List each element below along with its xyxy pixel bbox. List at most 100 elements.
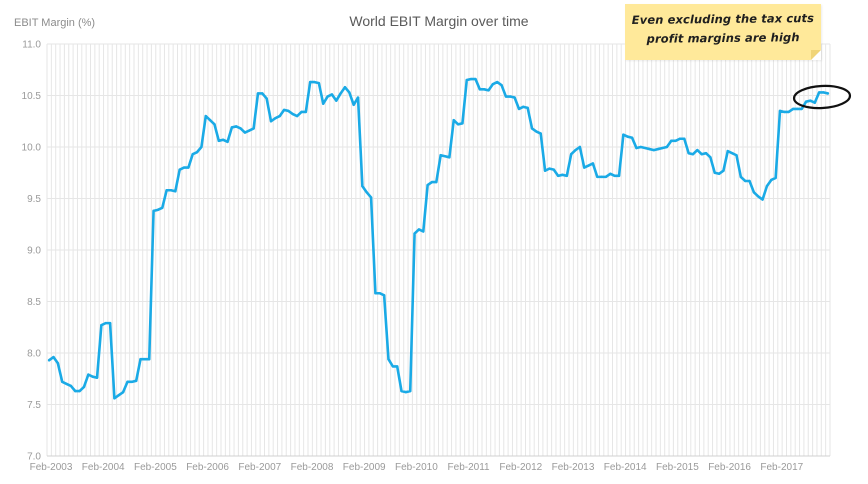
data-point — [609, 172, 612, 175]
data-point — [730, 151, 734, 155]
data-point — [256, 92, 260, 95]
data-point — [509, 95, 512, 98]
data-point — [500, 84, 503, 87]
data-point — [543, 169, 547, 172]
data-point — [300, 110, 303, 114]
data-point — [426, 183, 429, 187]
y-tick-label: 10.5 — [22, 91, 42, 102]
data-point — [148, 357, 151, 361]
data-point — [743, 179, 747, 183]
data-point — [469, 77, 473, 81]
data-point — [687, 151, 690, 155]
data-point — [252, 127, 255, 130]
data-point — [791, 107, 795, 111]
data-point — [100, 323, 103, 327]
data-point — [313, 80, 316, 84]
x-tick-label: Feb-2003 — [30, 462, 73, 473]
data-point — [339, 92, 342, 95]
data-point — [161, 206, 164, 209]
data-point — [156, 208, 160, 212]
data-point — [761, 198, 764, 201]
data-point — [800, 107, 803, 111]
data-point — [200, 145, 203, 149]
data-point — [113, 397, 116, 400]
x-tick-label: Feb-2009 — [343, 462, 386, 473]
data-point — [826, 92, 830, 95]
data-point — [574, 148, 577, 152]
x-tick-label: Feb-2006 — [186, 462, 229, 473]
y-axis-title: EBIT Margin (%) — [14, 17, 95, 29]
x-tick-label: Feb-2012 — [499, 462, 542, 473]
data-point — [191, 153, 194, 156]
data-point — [274, 116, 277, 120]
data-point — [430, 180, 434, 184]
data-point — [530, 127, 534, 130]
data-point — [335, 99, 338, 102]
data-point — [487, 89, 490, 92]
data-point — [139, 357, 142, 361]
data-point — [130, 380, 134, 384]
data-point — [774, 176, 777, 180]
data-point — [683, 137, 686, 140]
data-point — [56, 362, 60, 365]
x-tick-label: Feb-2011 — [448, 462, 491, 473]
data-point — [783, 110, 786, 114]
data-point — [69, 384, 73, 388]
data-point — [809, 99, 812, 102]
data-point — [496, 80, 499, 84]
data-point — [556, 174, 560, 178]
x-tick-label: Feb-2004 — [82, 462, 125, 473]
data-point — [404, 390, 408, 394]
x-tick-label: Feb-2015 — [656, 462, 699, 473]
data-point — [735, 154, 738, 157]
data-point — [452, 119, 455, 122]
data-point — [713, 171, 716, 174]
data-point — [674, 139, 677, 143]
data-point — [204, 114, 207, 118]
data-point — [391, 365, 395, 368]
data-point — [465, 78, 468, 82]
data-point — [504, 95, 508, 98]
data-point — [578, 145, 582, 149]
x-tick-label: Feb-2016 — [708, 462, 751, 473]
data-point — [435, 180, 438, 184]
series-layer — [47, 77, 830, 400]
data-point — [474, 77, 477, 81]
data-point — [221, 138, 225, 141]
data-point — [678, 137, 682, 140]
data-point — [239, 127, 242, 130]
data-point — [587, 164, 590, 167]
data-point — [265, 97, 268, 100]
data-point — [74, 389, 77, 393]
data-point — [539, 132, 542, 135]
data-point — [600, 175, 603, 179]
data-point — [87, 373, 90, 376]
data-point — [491, 82, 495, 86]
data-point — [522, 105, 525, 109]
data-point — [722, 169, 725, 172]
data-point — [326, 95, 329, 98]
data-point — [583, 166, 586, 169]
data-point — [535, 130, 538, 133]
data-point — [739, 175, 743, 179]
chart-title: World EBIT Margin over time — [349, 13, 528, 29]
data-point — [195, 150, 199, 154]
data-point — [61, 380, 64, 384]
data-point — [382, 294, 386, 297]
y-tick-label: 8.5 — [27, 297, 41, 308]
data-point — [226, 140, 229, 144]
data-point — [617, 174, 621, 178]
data-point — [356, 96, 360, 99]
data-point — [169, 189, 173, 192]
data-point — [282, 108, 286, 112]
annotation-line-1: Even excluding the tax cuts — [631, 11, 815, 27]
data-point — [52, 355, 55, 359]
data-point — [548, 167, 551, 170]
y-axis-ticks: 7.0 7.5 8.0 8.5 9.0 9.5 10.0 10.5 11.0 — [22, 40, 42, 463]
data-point — [217, 139, 221, 143]
data-point — [661, 146, 664, 150]
x-axis-ticks: Feb-2003 Feb-2004 Feb-2005 Feb-2006 Feb-2007… — [30, 462, 804, 473]
data-point — [348, 91, 351, 94]
data-point — [665, 145, 669, 149]
data-point — [361, 184, 364, 188]
